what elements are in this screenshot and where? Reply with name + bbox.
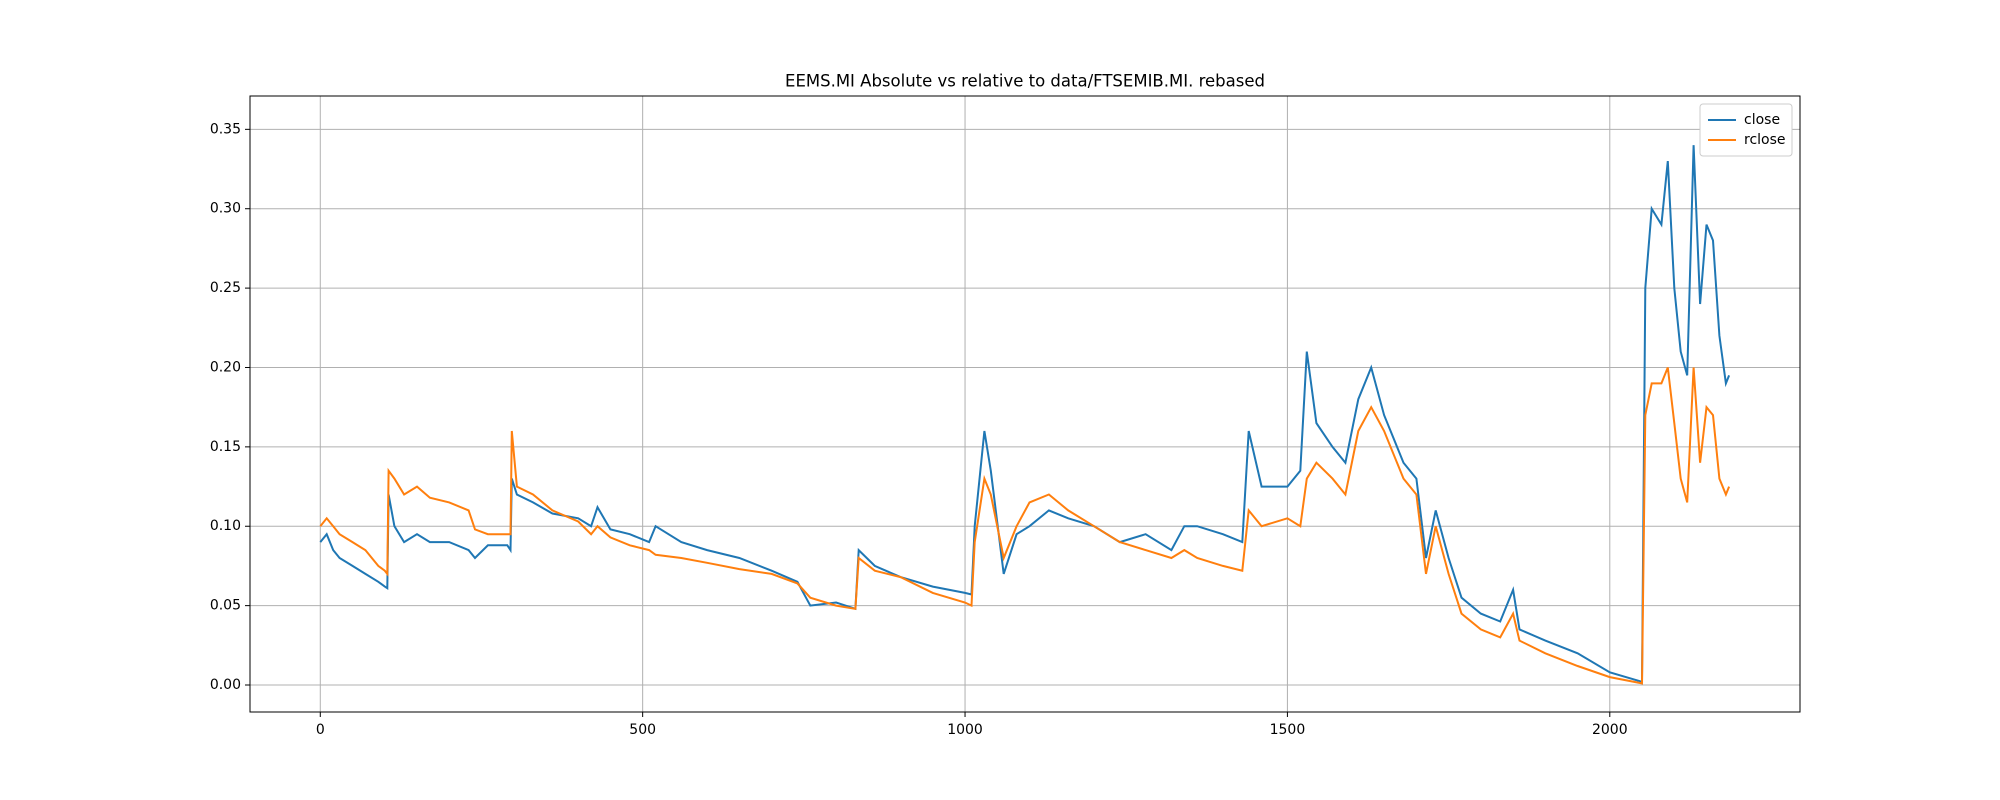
y-tick-label: 0.00: [210, 677, 241, 693]
legend: close rclose: [1699, 103, 1793, 157]
y-tick-label: 0.15: [210, 439, 241, 455]
y-tick-label: 0.20: [210, 359, 241, 375]
legend-box: [1699, 103, 1793, 157]
x-tick-label: 1000: [947, 722, 983, 738]
legend-label: rclose: [1744, 132, 1786, 148]
x-tick-label: 500: [629, 722, 656, 738]
plot-frame: [249, 95, 1801, 713]
x-tick-label: 0: [316, 722, 325, 738]
data-line: [319, 145, 1731, 684]
y-tick-label: 0.30: [210, 201, 241, 217]
x-tick-label: 1500: [1270, 722, 1306, 738]
y-tick-label: 0.10: [210, 518, 241, 534]
y-tick-label: 0.25: [210, 280, 241, 296]
legend-label: close: [1744, 112, 1780, 128]
y-tick-label: 0.35: [210, 121, 241, 137]
x-tick-label: 2000: [1592, 722, 1628, 738]
chart-title: EEMS.MI Absolute vs relative to data/FTS…: [785, 72, 1265, 91]
y-tick-label: 0.05: [210, 598, 241, 614]
data-line: [319, 367, 1731, 685]
